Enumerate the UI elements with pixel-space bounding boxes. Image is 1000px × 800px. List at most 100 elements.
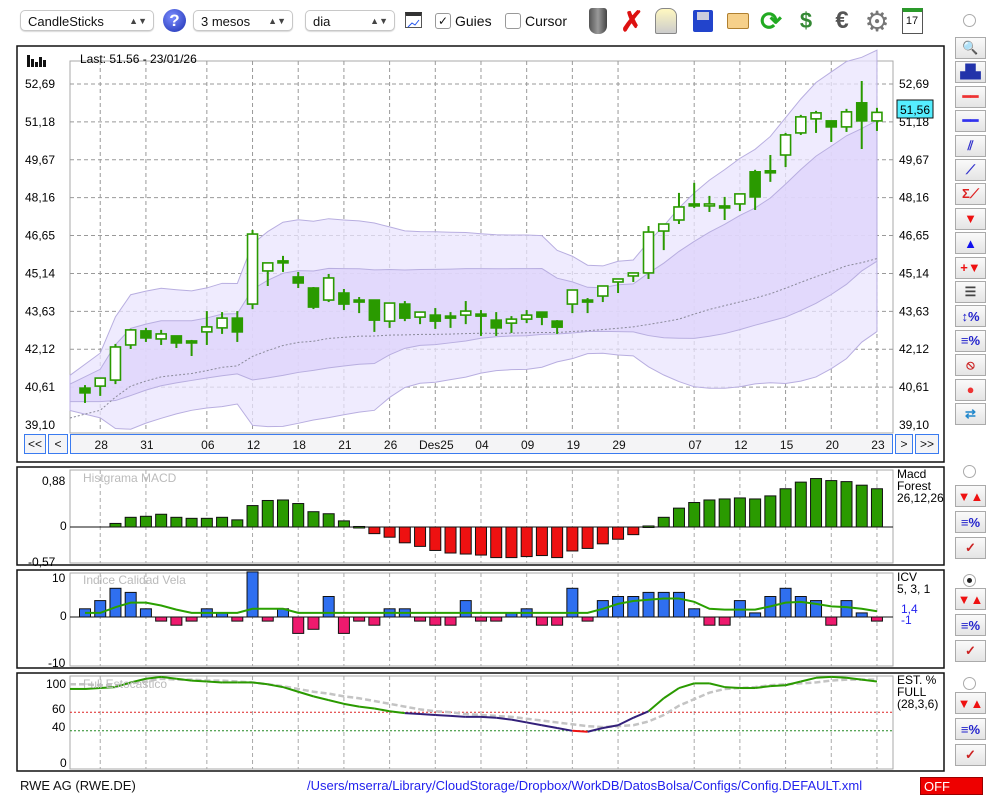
dashed-lines-button[interactable]: ☰	[955, 281, 986, 303]
candle[interactable]	[109, 343, 122, 385]
zoom-button[interactable]: 🔍	[955, 37, 986, 59]
candle[interactable]	[642, 226, 655, 279]
guides-checkbox[interactable]: ✓	[435, 13, 451, 29]
nav-first-button[interactable]: <<	[24, 434, 46, 454]
config-path-link[interactable]: /Users/mserra/Library/CloudStorage/Dropb…	[307, 778, 863, 793]
question-circle-icon[interactable]: ?	[163, 9, 186, 32]
folder-open-icon[interactable]	[724, 6, 752, 36]
candle[interactable]	[551, 320, 563, 334]
record-button[interactable]: ●	[955, 378, 986, 401]
add-signal-button[interactable]: +▼	[955, 256, 986, 279]
candle[interactable]	[79, 385, 91, 403]
candle[interactable]	[490, 312, 503, 336]
crossing-lines-button[interactable]: ✓	[955, 537, 986, 559]
nav-last-button[interactable]: >>	[915, 434, 939, 454]
dollar-refresh-icon[interactable]: $	[799, 8, 813, 33]
lines-percent-button[interactable]: ≡%	[955, 614, 986, 636]
calendar-icon[interactable]: 17	[898, 6, 926, 36]
stochastic-panel[interactable]: Full Estocastico 100 60 40 0 EST. %FULL(28,3,…	[16, 672, 945, 772]
candle[interactable]	[840, 108, 853, 132]
sell-buy-arrows-button[interactable]: ▼▲	[955, 588, 986, 610]
save-floppy-icon[interactable]	[689, 6, 717, 36]
trash-icon[interactable]	[584, 6, 612, 36]
candle[interactable]	[261, 262, 274, 286]
trendline-button[interactable]: ⟋	[955, 159, 986, 181]
candle[interactable]	[581, 298, 594, 314]
candle[interactable]	[140, 327, 152, 342]
refresh-icon[interactable]: ⟳	[760, 5, 782, 36]
candle[interactable]	[170, 335, 183, 348]
candle[interactable]	[368, 299, 381, 332]
nav-prev-button[interactable]: <	[48, 434, 68, 454]
blue-line-button[interactable]: ━━	[955, 110, 986, 133]
main-panel-radio[interactable]	[963, 14, 976, 27]
candle[interactable]	[475, 310, 487, 336]
candle[interactable]	[734, 193, 746, 211]
red-line-button[interactable]: ━━	[955, 85, 986, 108]
candle[interactable]	[871, 107, 883, 131]
date-axis-strip[interactable]: 28 31 06 12 18 21 26 Des25 04 09 19 29 07 12 15 20 23	[70, 434, 893, 454]
candle[interactable]	[627, 272, 640, 282]
macd-panel-radio[interactable]	[963, 465, 976, 478]
cursor-checkbox[interactable]	[505, 13, 521, 29]
candle[interactable]	[810, 110, 822, 133]
candle[interactable]	[536, 311, 548, 326]
candle[interactable]	[414, 311, 426, 325]
candle[interactable]	[520, 310, 533, 324]
lines-percent-button[interactable]: ≡%	[955, 329, 986, 352]
candle[interactable]	[459, 301, 472, 325]
icv-panel-radio[interactable]	[963, 574, 976, 587]
candle[interactable]	[566, 289, 579, 314]
candle[interactable]	[688, 182, 701, 208]
candle[interactable]	[505, 316, 518, 333]
macd-panel[interactable]: Histgrama MACD 0,88 0 -0,57 MacdForest26,12,…	[16, 466, 945, 569]
status-off-badge[interactable]: OFF	[920, 777, 983, 795]
lamp-icon[interactable]	[652, 6, 680, 36]
lines-percent-button[interactable]: ≡%	[955, 511, 986, 533]
candle[interactable]	[749, 169, 761, 210]
candle[interactable]	[825, 120, 838, 142]
candle[interactable]	[383, 302, 396, 328]
stochastic-panel-radio[interactable]	[963, 677, 976, 690]
gear-icon[interactable]: ⚙	[864, 5, 890, 37]
candle[interactable]	[277, 255, 289, 272]
candle[interactable]	[292, 271, 305, 288]
candle[interactable]	[201, 311, 213, 345]
candle[interactable]	[718, 196, 731, 220]
chart-type-select[interactable]: CandleSticks ▲▼	[20, 10, 154, 31]
candle[interactable]	[597, 285, 609, 303]
candle[interactable]	[764, 155, 777, 182]
buy-arrow-button[interactable]: ▲	[955, 232, 986, 255]
candle[interactable]	[185, 339, 198, 356]
candle[interactable]	[855, 80, 868, 149]
candle[interactable]	[124, 328, 137, 349]
interval-select[interactable]: dia ▲▼	[305, 10, 395, 31]
no-entry-button[interactable]: ⦸	[955, 354, 986, 377]
sigma-trendline-button[interactable]: Σ⟋	[955, 183, 986, 206]
sell-arrow-button[interactable]: ▼	[955, 207, 986, 230]
chart-overview-button[interactable]: ▟▙	[955, 61, 986, 84]
candle[interactable]	[444, 312, 457, 328]
candle[interactable]	[399, 301, 411, 322]
candle[interactable]	[795, 114, 807, 135]
nav-next-button[interactable]: >	[895, 434, 913, 454]
delete-x-icon[interactable]: ✗	[620, 5, 644, 37]
candle[interactable]	[155, 329, 167, 345]
sell-buy-arrows-button[interactable]: ▼▲	[955, 692, 986, 714]
crossing-lines-button[interactable]: ✓	[955, 744, 986, 766]
candle[interactable]	[322, 273, 335, 303]
candle[interactable]	[673, 192, 685, 225]
candle[interactable]	[216, 312, 228, 334]
channel-button[interactable]: ⫽	[955, 134, 986, 157]
period-select[interactable]: 3 mesos ▲▼	[193, 10, 293, 31]
candle[interactable]	[657, 223, 670, 251]
candle[interactable]	[612, 278, 624, 294]
candle[interactable]	[307, 286, 320, 310]
candle[interactable]	[94, 377, 107, 396]
candle[interactable]	[231, 311, 244, 342]
candle[interactable]	[703, 195, 716, 212]
sell-buy-arrows-button[interactable]: ▼▲	[955, 485, 986, 507]
